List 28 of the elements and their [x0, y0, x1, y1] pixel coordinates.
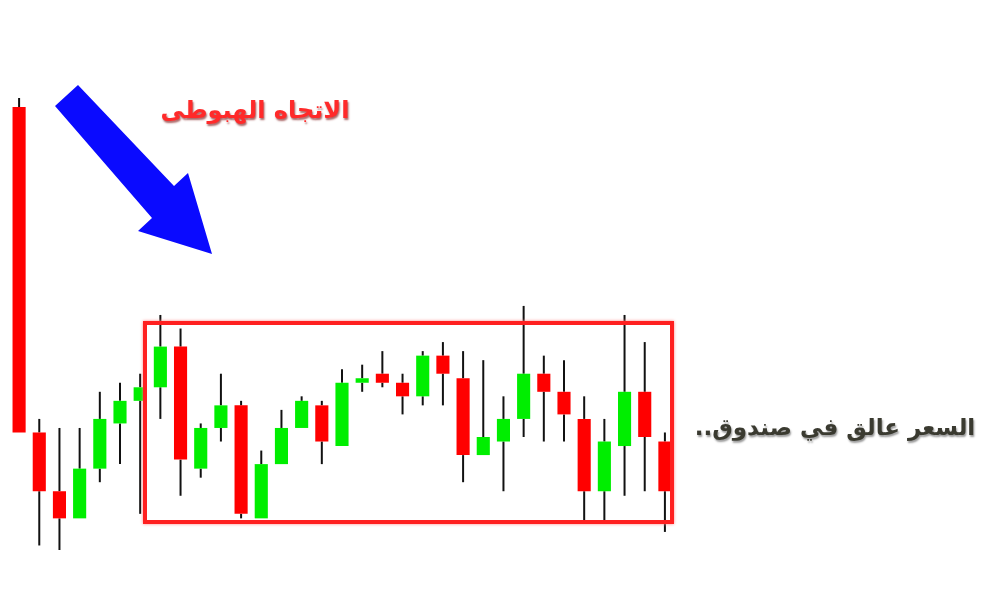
- text: السعر عالق في صندوق..: [693, 414, 977, 440]
- candlestick: [617, 313, 632, 497]
- candlestick: [395, 372, 410, 416]
- candlestick: [254, 449, 268, 519]
- candlestick: [476, 359, 490, 456]
- candlestick: [32, 417, 46, 547]
- candlestick: [52, 426, 67, 551]
- candlestick: [436, 341, 450, 407]
- candlestick: [153, 313, 167, 420]
- candlestick: [517, 304, 531, 438]
- candlestick: [557, 359, 571, 443]
- candlestick: [12, 97, 26, 433]
- candlestick: [355, 363, 369, 393]
- candlestick: [194, 422, 208, 479]
- annotation: الاتجاه الهبوطى: [159, 96, 351, 124]
- candlestick: [173, 327, 188, 497]
- candlestick: [335, 368, 349, 447]
- candlestick: [638, 341, 652, 493]
- candlestick: [93, 390, 107, 484]
- candlestick: [214, 372, 228, 443]
- candlestick: [456, 350, 470, 484]
- candlestick: [295, 395, 309, 428]
- candlestick: [73, 426, 87, 519]
- candlestick: [537, 354, 551, 443]
- candlestick: [416, 350, 430, 407]
- candlestick: [113, 381, 127, 466]
- candlestick: [496, 395, 511, 493]
- candlestick: [274, 408, 289, 465]
